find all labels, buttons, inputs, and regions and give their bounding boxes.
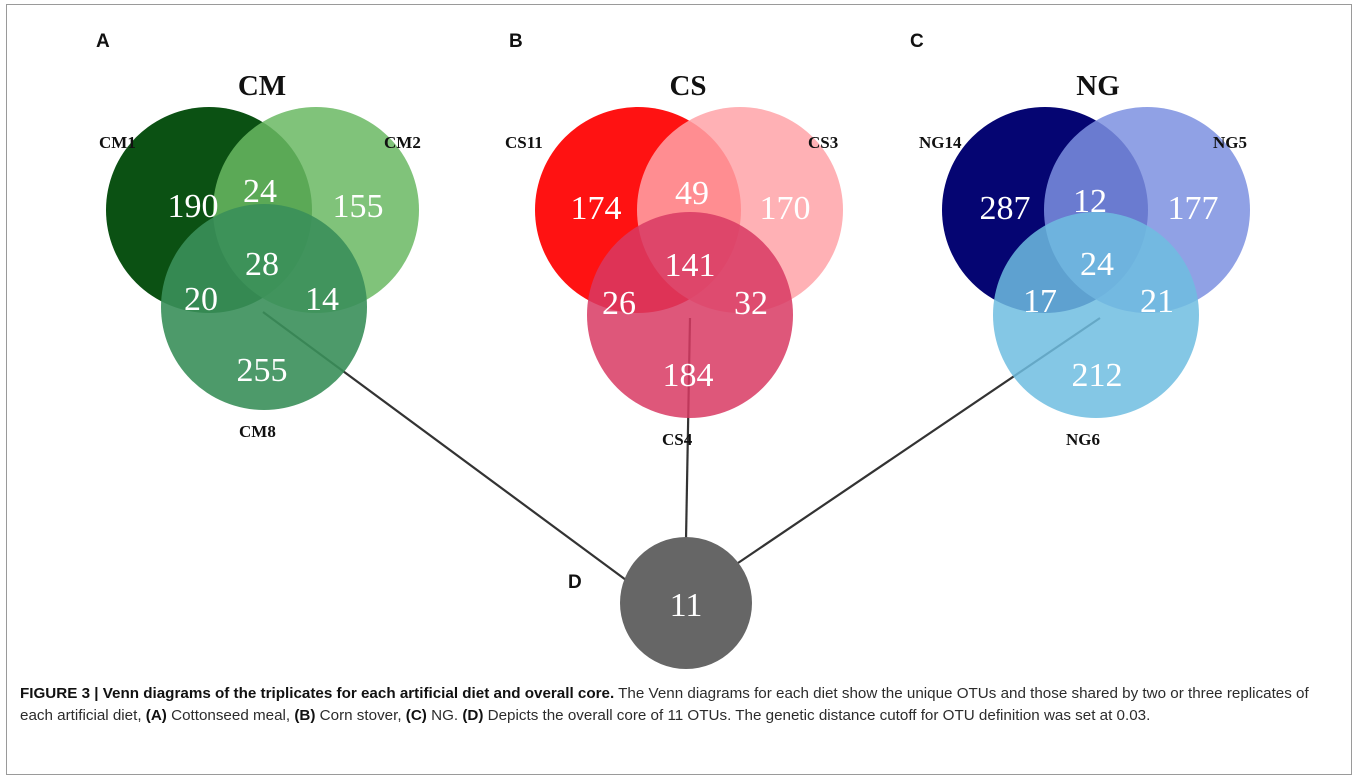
caption-ref-b: (B) xyxy=(294,707,316,724)
venn-label-ng5: NG5 xyxy=(1213,133,1247,152)
caption-ref-a: (A) xyxy=(145,707,167,724)
count-cm-12: 24 xyxy=(243,173,277,210)
venn-label-ng14: NG14 xyxy=(919,133,962,152)
venn-label-cs11: CS11 xyxy=(505,133,543,152)
panel-letter-a: A xyxy=(96,31,110,52)
count-cm-13: 20 xyxy=(184,281,218,318)
venn-circle-ng6 xyxy=(993,212,1199,418)
count-cm-23: 14 xyxy=(305,281,339,318)
count-ng-only2: 177 xyxy=(1168,190,1219,227)
count-cs-only2: 170 xyxy=(760,190,811,227)
figure-caption: FIGURE 3 | Venn diagrams of the triplica… xyxy=(20,683,1338,727)
core-count: 11 xyxy=(670,587,703,624)
count-cs-123: 141 xyxy=(665,247,716,284)
caption-ref-d: (D) xyxy=(462,707,484,724)
venn-label-cs4: CS4 xyxy=(662,430,693,449)
venn-circle-cs4 xyxy=(587,212,793,418)
venn-label-cm8: CM8 xyxy=(239,422,276,441)
panel-letter-b: B xyxy=(509,31,523,52)
venn-label-ng6: NG6 xyxy=(1066,430,1100,449)
venn-label-cs3: CS3 xyxy=(808,133,838,152)
venn-panel-d: D 11 xyxy=(568,537,752,669)
count-ng-12: 12 xyxy=(1073,183,1107,220)
panel-letter-d: D xyxy=(568,572,582,593)
venn-label-cm2: CM2 xyxy=(384,133,421,152)
panel-letter-c: C xyxy=(910,31,924,52)
count-cm-only1: 190 xyxy=(168,188,219,225)
caption-text-1: The Venn diagrams for each diet show the… xyxy=(20,685,1309,724)
venn-title-c: NG xyxy=(1076,70,1120,102)
venn-circle-cm8 xyxy=(161,204,367,410)
count-cm-only3: 255 xyxy=(237,352,288,389)
caption-text-a: Cottonseed meal, xyxy=(166,707,295,724)
count-ng-13: 17 xyxy=(1023,283,1057,320)
caption-label: FIGURE 3 | Venn diagrams of the triplica… xyxy=(20,685,615,702)
count-cm-only2: 155 xyxy=(333,188,384,225)
count-cs-12: 49 xyxy=(675,175,709,212)
venn-title-a: CM xyxy=(238,70,286,102)
caption-ref-c: (C) xyxy=(405,707,427,724)
venn-panel-c: C NG NG14 NG5 NG6 287 177 212 12 17 21 2… xyxy=(910,31,1250,449)
venn-panel-b: B CS CS11 CS3 CS4 174 170 184 49 26 32 1… xyxy=(505,31,843,449)
count-ng-123: 24 xyxy=(1080,246,1114,283)
venn-panel-a: A CM CM1 CM2 CM8 190 155 255 24 20 14 28 xyxy=(96,31,421,441)
venn-title-b: CS xyxy=(669,70,706,102)
count-ng-only3: 212 xyxy=(1072,357,1123,394)
figure-frame xyxy=(6,4,1352,775)
core-circle xyxy=(620,537,752,669)
count-cs-23: 32 xyxy=(734,285,768,322)
count-ng-only1: 287 xyxy=(980,190,1031,227)
count-cs-only3: 184 xyxy=(663,357,714,394)
caption-text-d: Depicts the overall core of 11 OTUs. The… xyxy=(483,707,1151,724)
venn-label-cm1: CM1 xyxy=(99,133,136,152)
caption-text-b: Corn stover, xyxy=(315,707,406,724)
caption-text-c: NG. xyxy=(426,707,463,724)
count-cs-only1: 174 xyxy=(571,190,622,227)
count-cs-13: 26 xyxy=(602,285,636,322)
count-ng-23: 21 xyxy=(1140,283,1174,320)
count-cm-123: 28 xyxy=(245,246,279,283)
